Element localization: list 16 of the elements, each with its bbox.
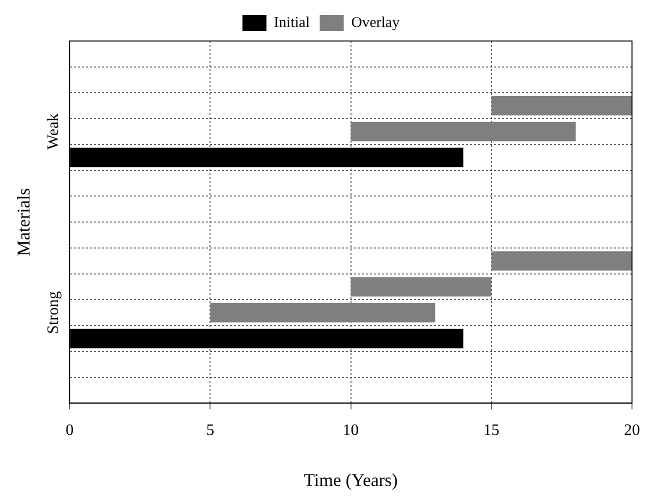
- bar: [491, 251, 632, 271]
- legend-label: Initial: [274, 14, 310, 31]
- x-tick-label: 20: [624, 422, 640, 440]
- bar: [491, 96, 632, 116]
- bar: [350, 277, 492, 296]
- x-axis-title: Time (Years): [304, 470, 398, 490]
- bar: [210, 302, 436, 322]
- y-tick-label: Weak: [44, 114, 62, 150]
- bar: [350, 122, 576, 142]
- x-tick-label: 10: [342, 422, 359, 440]
- y-axis-title: Materials: [14, 188, 34, 256]
- legend-label: Overlay: [351, 14, 400, 31]
- x-tick-label: 5: [206, 422, 214, 440]
- x-tick-label: 15: [483, 422, 500, 440]
- y-tick-label: Strong: [44, 291, 62, 334]
- x-tick-label: 0: [66, 422, 74, 440]
